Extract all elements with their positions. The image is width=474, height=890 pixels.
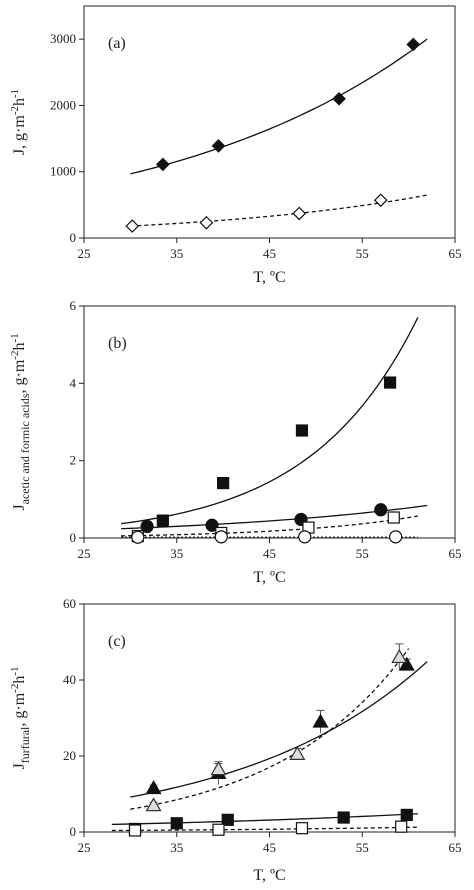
x-tick-label: 55	[356, 546, 369, 561]
chart-panel-1: 25 35 45 55 65 0 1000 2000 3000 (a) T, ºC J, g·m-2h…	[9, 5, 462, 286]
x-tick-label: 45	[263, 546, 276, 561]
data-point	[145, 797, 162, 812]
data-point	[155, 157, 170, 172]
x-tick-label: 65	[449, 246, 462, 261]
data-point	[210, 761, 227, 776]
data-point	[170, 817, 183, 830]
fit-line	[111, 826, 418, 832]
data-point	[125, 219, 140, 233]
fit-line	[121, 317, 419, 525]
series-1	[130, 37, 428, 175]
x-tick-label: 25	[78, 840, 91, 855]
x-axis-label: T, ºC	[253, 569, 285, 586]
x-tick-label: 45	[263, 246, 276, 261]
chart-panel-3: 25 35 45 55 65 0 20 40 60 (c) T, ºC Jfurfural, g·m-…	[9, 596, 462, 884]
data-point	[211, 139, 226, 153]
x-tick-label: 45	[263, 840, 276, 855]
x-tick-label: 35	[170, 546, 183, 561]
x-axis-label: T, ºC	[253, 269, 285, 286]
y-axis-label: J, g·m-2h-1	[9, 89, 28, 155]
plot-frame	[83, 5, 456, 239]
series-1	[130, 656, 428, 798]
data-point	[292, 206, 307, 221]
y-axis-label: Jfurfural, g·m-2h-1	[9, 666, 32, 769]
data-point	[295, 424, 309, 437]
series-1	[121, 317, 419, 527]
data-point	[128, 824, 142, 837]
y-tick-label: 0	[70, 230, 77, 245]
x-tick-label: 55	[356, 246, 369, 261]
panel-label: (a)	[108, 35, 126, 52]
y-tick-label: 2	[70, 453, 77, 468]
fit-line	[121, 515, 419, 537]
data-point	[400, 808, 413, 822]
data-point	[398, 656, 415, 671]
x-tick-label: 65	[449, 840, 462, 855]
data-point	[298, 530, 312, 544]
x-axis-label: T, ºC	[253, 867, 285, 884]
series-2	[130, 643, 410, 812]
data-point	[205, 518, 219, 532]
x-tick-label: 25	[78, 246, 91, 261]
data-point	[145, 780, 162, 795]
data-point	[337, 811, 350, 824]
data-point	[131, 530, 145, 544]
data-point	[395, 820, 408, 833]
plot-frame	[83, 603, 456, 833]
data-point	[140, 519, 154, 534]
series-4	[121, 530, 418, 544]
x-tick-label: 35	[170, 246, 183, 261]
data-point	[374, 503, 388, 517]
data-point	[332, 91, 346, 106]
y-tick-label: 0	[70, 530, 77, 545]
data-point	[389, 530, 403, 544]
y-tick-label: 3000	[50, 31, 76, 46]
data-point	[391, 648, 408, 664]
data-point	[312, 713, 329, 728]
fit-line	[130, 661, 428, 798]
data-point	[387, 511, 400, 524]
x-tick-label: 35	[170, 840, 183, 855]
y-tick-label: 60	[63, 596, 76, 611]
data-point	[214, 530, 228, 544]
x-tick-label: 25	[78, 546, 91, 561]
data-point	[156, 514, 169, 527]
fit-line	[130, 648, 410, 810]
data-point	[373, 193, 388, 208]
data-point	[406, 37, 421, 52]
x-tick-label: 55	[356, 840, 369, 855]
series-2	[125, 193, 428, 233]
data-point	[383, 376, 397, 389]
data-point	[295, 822, 309, 835]
fit-line	[130, 38, 428, 175]
data-point	[221, 813, 234, 826]
panel-label: (c)	[108, 633, 126, 650]
data-point	[212, 823, 225, 836]
y-tick-label: 20	[63, 748, 76, 763]
fit-line	[111, 813, 418, 826]
y-tick-label: 0	[70, 824, 77, 839]
y-tick-label: 4	[70, 375, 77, 390]
y-tick-label: 40	[63, 672, 76, 687]
chart-panel-2: 25 35 45 55 65 0 2 4 6 (b) T, ºC Jacetic and formic…	[9, 298, 462, 586]
y-tick-label: 2000	[50, 97, 76, 112]
data-point	[199, 215, 214, 230]
series-4	[111, 820, 418, 837]
panel-label: (b)	[108, 335, 127, 352]
y-tick-label: 6	[70, 298, 77, 313]
y-tick-label: 1000	[50, 164, 76, 179]
x-tick-label: 65	[449, 546, 462, 561]
data-point	[289, 745, 306, 760]
data-point	[217, 476, 230, 490]
plot-frame	[83, 305, 456, 539]
y-axis-label: Jacetic and formic acids, g·m-2h-1	[9, 333, 32, 510]
